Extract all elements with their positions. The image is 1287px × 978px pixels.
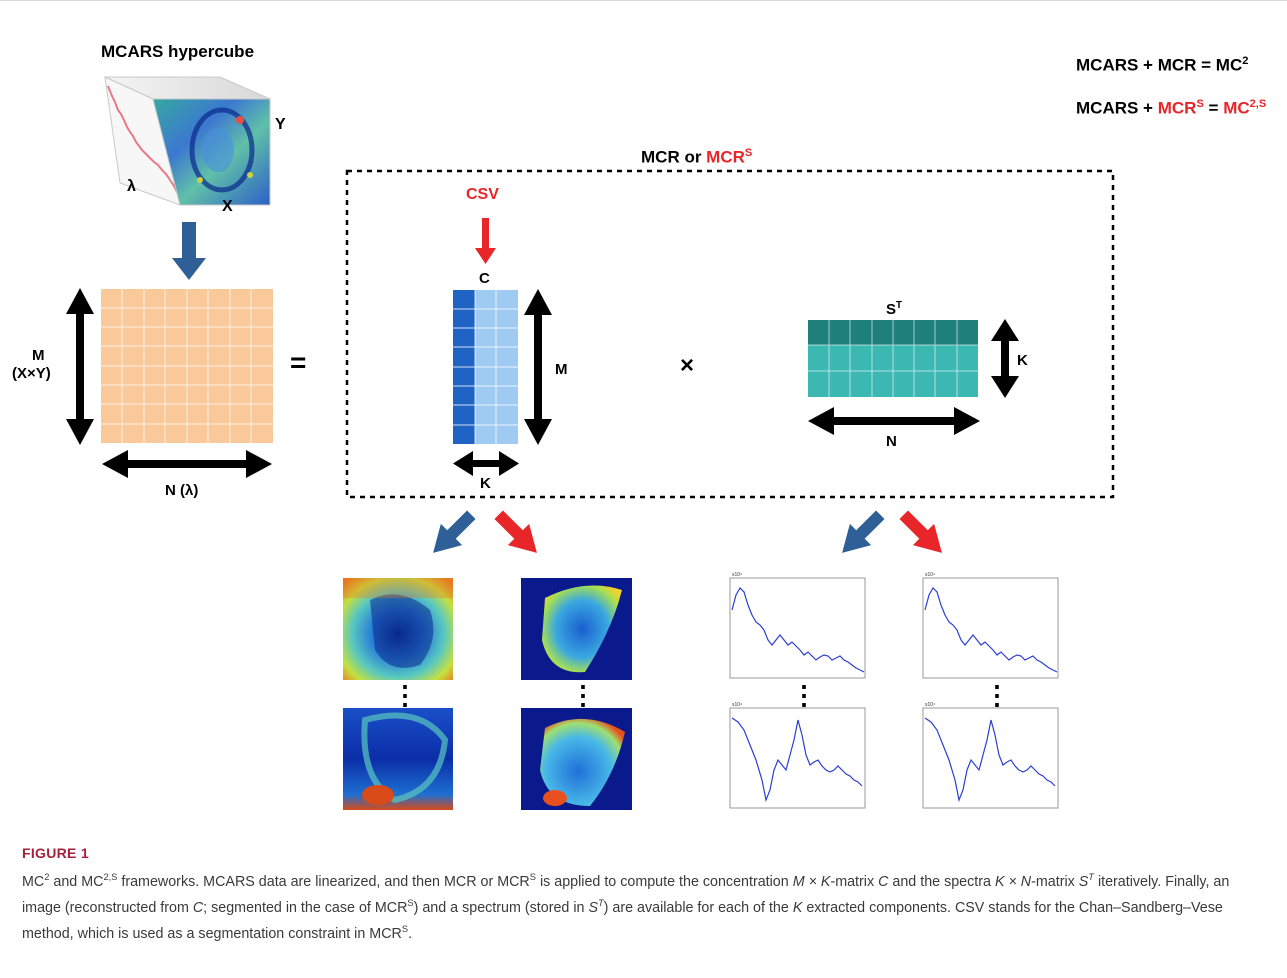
- output-arrow-red-images: [494, 510, 537, 553]
- st-label-sup: T: [896, 300, 902, 311]
- output-arrow-red-spectra: [899, 510, 942, 553]
- mcr-box-title-text: MCR or: [641, 147, 707, 167]
- axis-y-label: Y: [275, 116, 286, 133]
- figure-caption: FIGURE 1 MC2 and MC2,S frameworks. MCARS…: [22, 845, 1267, 944]
- data-matrix: [101, 289, 273, 443]
- image-mcrs-component-1: [521, 578, 632, 680]
- matrix-m-sublabel: (X×Y): [12, 365, 51, 382]
- ellipsis-mcrs-spectra: ⋮: [984, 680, 1010, 710]
- st-n-label: N: [886, 433, 897, 450]
- st-label-text: S: [886, 301, 897, 318]
- legend-mc2s: MCARS + MCRS = MC2,S: [1076, 98, 1266, 119]
- c-m-double-arrow: [524, 289, 552, 445]
- c-k-label: K: [480, 475, 491, 492]
- svg-text:x10⁴: x10⁴: [925, 572, 935, 578]
- matrix-n-double-arrow: [102, 450, 272, 478]
- csv-label: CSV: [466, 186, 499, 203]
- legend-mc2-sup: 2: [1242, 55, 1249, 67]
- times-sign: ×: [680, 352, 695, 379]
- mcars-hypercube: [104, 76, 271, 206]
- arrow-down-blue: [172, 222, 206, 280]
- legend-eq: =: [1203, 98, 1224, 118]
- st-matrix: [808, 320, 978, 397]
- image-mcrs-component-k: [521, 708, 632, 810]
- caption-text: MC2 and MC2,S frameworks. MCARS data are…: [22, 872, 1230, 942]
- ellipsis-mcr-spectra: ⋮: [791, 680, 817, 710]
- ellipsis-mcrs-images: ⋮: [570, 680, 596, 710]
- svg-text:x10⁴: x10⁴: [732, 702, 742, 708]
- spectrum-mcr-component-1: x10⁴: [729, 572, 866, 679]
- caption-label: FIGURE 1: [22, 845, 89, 861]
- c-m-label: M: [555, 361, 568, 378]
- st-n-double-arrow: [808, 407, 980, 435]
- image-mcr-component-k: [343, 708, 453, 810]
- st-k-label: K: [1017, 352, 1028, 369]
- mcr-dashed-box: [345, 169, 1115, 499]
- legend-mc2-text: MCARS + MCR = MC: [1076, 55, 1243, 75]
- st-k-double-arrow: [991, 319, 1019, 398]
- legend-mc2: MCARS + MCR = MC2: [1076, 55, 1248, 76]
- legend-mc2s-red: MC: [1223, 98, 1250, 118]
- output-arrow-blue-spectra: [842, 510, 885, 553]
- spectrum-mcrs-component-1: x10⁴: [922, 572, 1059, 679]
- matrix-m-label: M: [32, 347, 45, 364]
- legend-mc2s-red-sup: 2,S: [1249, 98, 1267, 110]
- axis-x-label: X: [222, 198, 233, 215]
- spectrum-mcr-component-k: x10⁴: [729, 702, 866, 809]
- legend-mc2s-prefix: MCARS +: [1076, 98, 1158, 118]
- ellipsis-mcr-images: ⋮: [392, 680, 418, 710]
- hypercube-title: MCARS hypercube: [101, 42, 255, 61]
- figure-diagram: x10⁴ x10⁴ x10⁴ x10⁴: [66, 76, 1115, 810]
- csv-arrow-red: [475, 218, 496, 264]
- mcr-box-title: MCR or MCRS: [641, 147, 752, 168]
- mcr-box-title-red: MCR: [706, 147, 745, 167]
- st-label: ST: [886, 300, 902, 318]
- matrix-m-double-arrow: [66, 288, 94, 445]
- image-mcr-component-1: [343, 578, 453, 680]
- svg-text:x10⁴: x10⁴: [732, 572, 742, 578]
- legend-mcrs: MCR: [1157, 98, 1197, 118]
- c-label: C: [479, 270, 490, 287]
- spectrum-trace-on-cube: [107, 85, 179, 195]
- equals-sign: =: [290, 347, 307, 378]
- axis-lambda-label: λ: [127, 178, 136, 195]
- top-rule: [0, 0, 1287, 1]
- legend-mcrs-sup: S: [1196, 98, 1204, 110]
- mcr-box-title-red-sup: S: [744, 147, 753, 159]
- svg-text:x10⁴: x10⁴: [925, 702, 935, 708]
- matrix-n-label: N (λ): [165, 482, 199, 499]
- spectrum-mcrs-component-k: x10⁴: [922, 702, 1059, 809]
- c-matrix: [453, 290, 518, 444]
- output-arrow-blue-images: [433, 510, 476, 553]
- c-k-double-arrow: [453, 451, 519, 476]
